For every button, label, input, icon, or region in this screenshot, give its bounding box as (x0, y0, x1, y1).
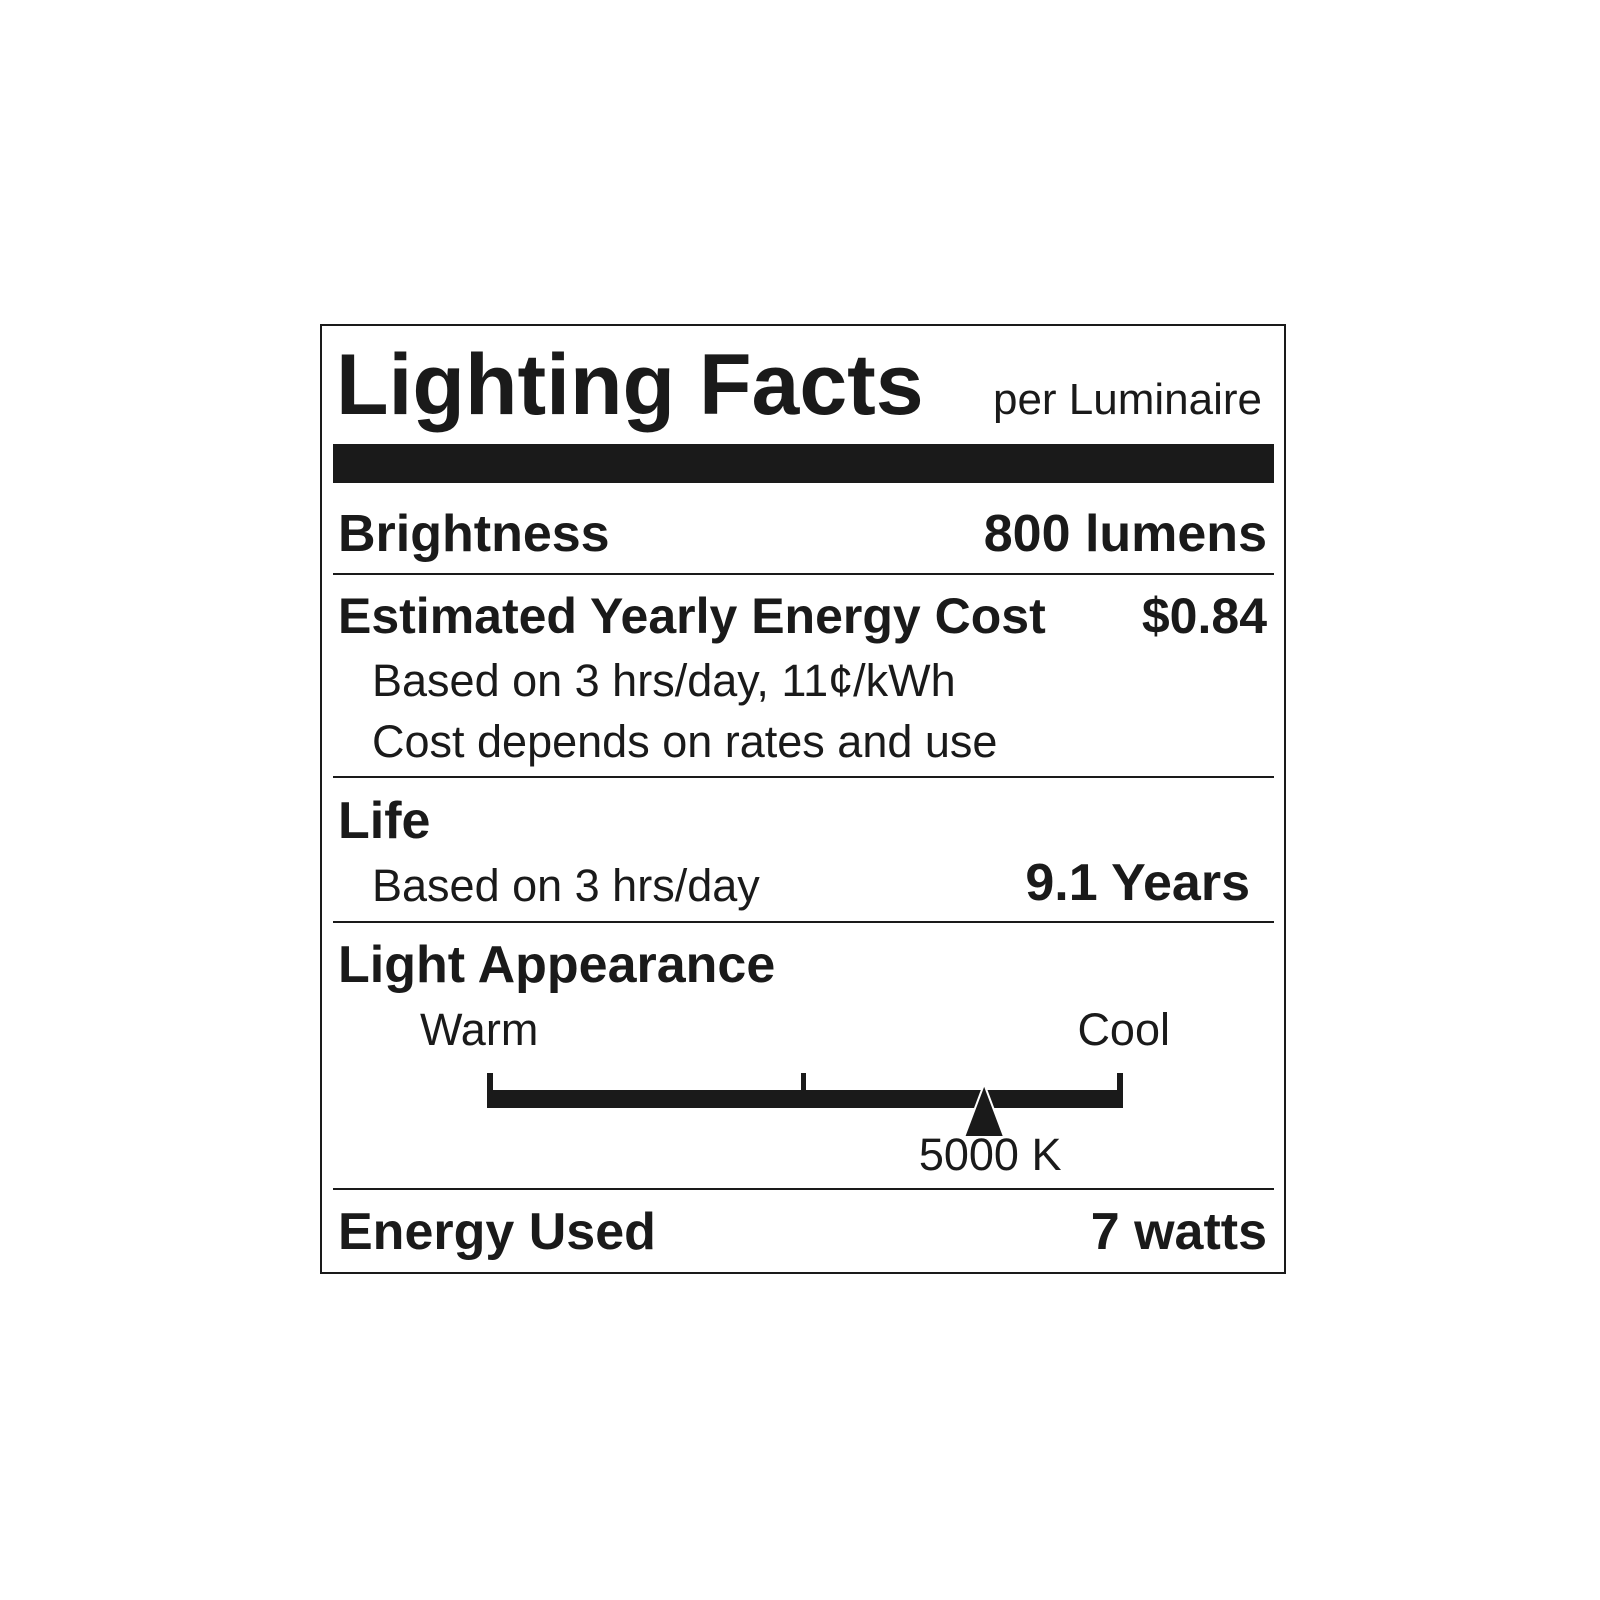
divider (333, 776, 1274, 778)
life-value: 9.1 Years (1025, 854, 1250, 912)
life-note: Based on 3 hrs/day (372, 860, 760, 911)
brightness-value: 800 lumens (983, 505, 1267, 563)
energy-cost-label: Estimated Yearly Energy Cost (338, 588, 1046, 644)
cool-label: Cool (1077, 1004, 1170, 1055)
scale-tick-cool (1117, 1073, 1123, 1108)
divider (333, 573, 1274, 575)
brightness-row: Brightness 800 lumens (338, 508, 1267, 560)
divider (333, 1188, 1274, 1190)
energy-cost-row: Estimated Yearly Energy Cost $0.84 (338, 591, 1267, 641)
energy-used-label: Energy Used (338, 1203, 656, 1261)
scale-tick-warm (487, 1073, 493, 1108)
energy-cost-value: $0.84 (1141, 588, 1267, 644)
title-rule (333, 444, 1274, 483)
scale-tick-mid (801, 1073, 806, 1108)
energy-used-value: 7 watts (1090, 1203, 1267, 1261)
brightness-label: Brightness (338, 505, 610, 563)
color-temperature-value: 5000 K (918, 1129, 1062, 1180)
divider (333, 921, 1274, 923)
energy-cost-note-rates: Cost depends on rates and use (372, 716, 998, 767)
life-label: Life (338, 792, 431, 850)
label-subtitle: per Luminaire (992, 375, 1262, 424)
color-temperature-marker (962, 1081, 1006, 1138)
warm-label: Warm (420, 1004, 539, 1055)
label-title: Lighting Facts (336, 337, 924, 433)
lighting-facts-label (320, 324, 1286, 1274)
energy-used-row: Energy Used 7 watts (338, 1206, 1267, 1258)
energy-cost-note-basis: Based on 3 hrs/day, 11¢/kWh (372, 655, 956, 706)
light-appearance-label: Light Appearance (338, 936, 776, 994)
